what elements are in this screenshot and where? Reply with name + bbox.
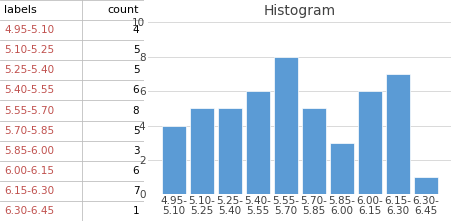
- FancyBboxPatch shape: [0, 60, 143, 80]
- Bar: [190, 108, 213, 194]
- Bar: [217, 108, 241, 194]
- Text: 6: 6: [132, 166, 139, 176]
- Text: 5.70-5.85: 5.70-5.85: [4, 126, 54, 136]
- FancyBboxPatch shape: [0, 20, 143, 40]
- Text: 3: 3: [132, 146, 139, 156]
- FancyBboxPatch shape: [0, 161, 143, 181]
- Text: 4.95-5.10: 4.95-5.10: [4, 25, 54, 35]
- Title: Histogram: Histogram: [263, 4, 335, 18]
- Text: 5.10-5.25: 5.10-5.25: [4, 45, 54, 55]
- Bar: [301, 108, 325, 194]
- Bar: [385, 74, 409, 194]
- Bar: [245, 91, 269, 194]
- Text: 4: 4: [132, 25, 139, 35]
- Text: count: count: [107, 5, 139, 15]
- Text: 6.00-6.15: 6.00-6.15: [4, 166, 54, 176]
- Text: 6: 6: [132, 85, 139, 95]
- Text: 5: 5: [132, 65, 139, 75]
- Text: 1: 1: [132, 206, 139, 216]
- Bar: [162, 126, 185, 194]
- Text: 6.30-6.45: 6.30-6.45: [4, 206, 54, 216]
- FancyBboxPatch shape: [0, 181, 143, 201]
- FancyBboxPatch shape: [0, 120, 143, 141]
- Text: 7: 7: [132, 186, 139, 196]
- FancyBboxPatch shape: [0, 0, 143, 20]
- Text: 8: 8: [132, 105, 139, 116]
- Text: 5.25-5.40: 5.25-5.40: [4, 65, 54, 75]
- Text: 5.85-6.00: 5.85-6.00: [4, 146, 54, 156]
- Text: 5: 5: [132, 45, 139, 55]
- Text: 6.15-6.30: 6.15-6.30: [4, 186, 54, 196]
- Text: 5.40-5.55: 5.40-5.55: [4, 85, 54, 95]
- Bar: [357, 91, 381, 194]
- Bar: [329, 143, 353, 194]
- Bar: [413, 177, 437, 194]
- FancyBboxPatch shape: [0, 80, 143, 101]
- FancyBboxPatch shape: [0, 101, 143, 120]
- Text: labels: labels: [4, 5, 37, 15]
- FancyBboxPatch shape: [0, 201, 143, 221]
- FancyBboxPatch shape: [0, 141, 143, 161]
- FancyBboxPatch shape: [0, 40, 143, 60]
- Bar: [273, 57, 297, 194]
- Text: 5: 5: [132, 126, 139, 136]
- Text: 5.55-5.70: 5.55-5.70: [4, 105, 54, 116]
